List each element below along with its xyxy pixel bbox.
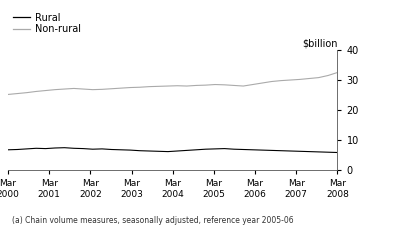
Text: $billion: $billion (302, 39, 337, 49)
Text: (a) Chain volume measures, seasonally adjusted, reference year 2005-06: (a) Chain volume measures, seasonally ad… (12, 216, 293, 225)
Legend: Rural, Non-rural: Rural, Non-rural (13, 13, 81, 34)
